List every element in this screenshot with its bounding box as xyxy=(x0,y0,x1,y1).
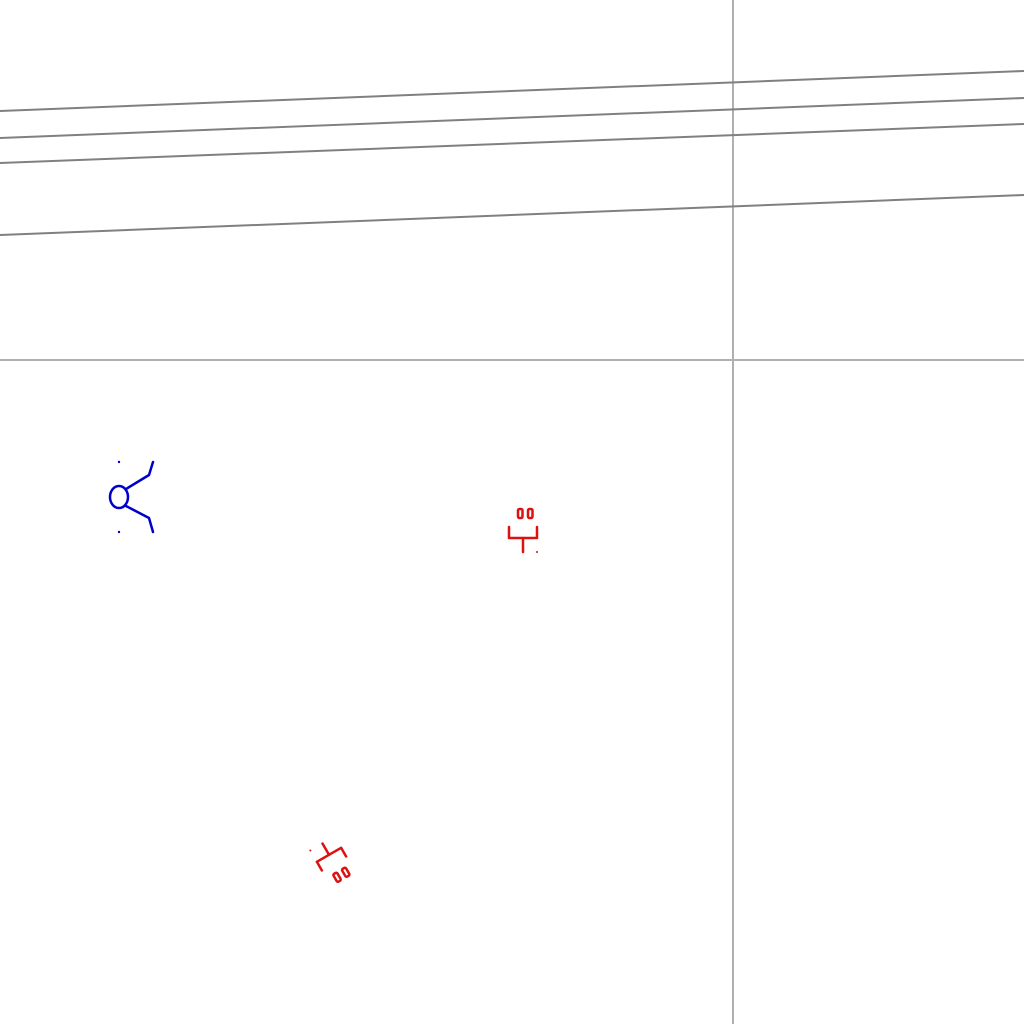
branch-dot-top xyxy=(117,460,121,464)
branch-circle-icon xyxy=(108,484,130,510)
rotated-stem xyxy=(321,842,331,857)
double-box-right-icon xyxy=(526,507,534,520)
slanted-line-1 xyxy=(0,70,1024,112)
slanted-lines xyxy=(0,70,1024,236)
rotated-double-box-left-icon xyxy=(340,866,351,879)
slanted-line-2 xyxy=(0,97,1024,139)
branch-upper-arm xyxy=(124,460,155,491)
slanted-line-4 xyxy=(0,194,1024,236)
double-box-left-icon xyxy=(516,507,524,520)
slanted-line-3 xyxy=(0,123,1024,164)
upright-bracket xyxy=(507,525,539,540)
blue-branch-symbol[interactable] xyxy=(108,460,155,534)
upright-dot xyxy=(536,551,538,553)
branch-dot-bottom xyxy=(117,530,121,534)
rotated-double-box-right-icon xyxy=(332,871,342,884)
branch-lower-arm xyxy=(124,504,155,534)
rotated-bracket xyxy=(315,846,348,872)
red-rotated-symbol[interactable] xyxy=(309,836,355,887)
rotated-dot xyxy=(309,849,312,852)
red-upright-symbol[interactable] xyxy=(507,507,539,554)
